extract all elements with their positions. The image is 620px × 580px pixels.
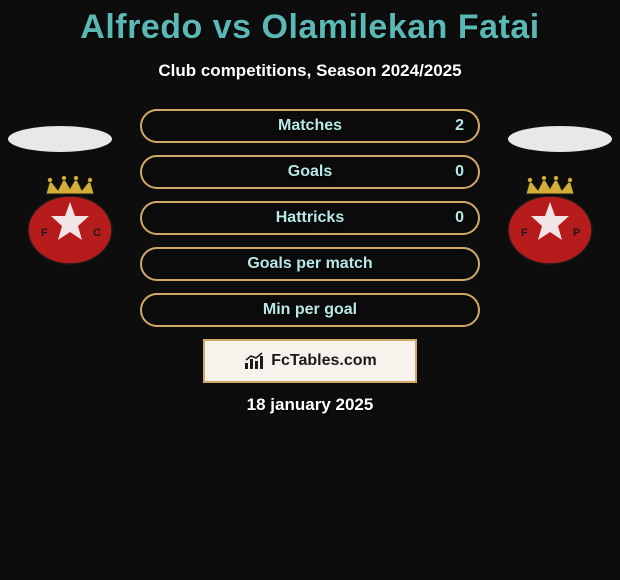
stat-label: Hattricks bbox=[276, 209, 344, 227]
comparison-card: Alfredo vs Olamilekan Fatai Club competi… bbox=[0, 0, 620, 415]
svg-text:C: C bbox=[93, 227, 101, 239]
crown-icon bbox=[40, 176, 100, 194]
crown-icon bbox=[520, 176, 580, 194]
page-title: Alfredo vs Olamilekan Fatai bbox=[0, 8, 620, 47]
page-subtitle: Club competitions, Season 2024/2025 bbox=[0, 61, 620, 81]
svg-text:F: F bbox=[521, 227, 528, 239]
chart-icon bbox=[243, 352, 265, 370]
stat-label: Min per goal bbox=[263, 301, 357, 319]
stat-label: Goals bbox=[288, 163, 332, 181]
club-crest-right: F P bbox=[500, 176, 600, 264]
stat-row-matches: Matches 2 bbox=[140, 109, 480, 143]
source-logo[interactable]: FcTables.com bbox=[203, 339, 417, 383]
shield-icon: F P bbox=[507, 196, 593, 266]
logo-text: FcTables.com bbox=[271, 352, 377, 370]
stat-row-goals: Goals 0 bbox=[140, 155, 480, 189]
stat-label: Goals per match bbox=[247, 255, 372, 273]
stat-value: 2 bbox=[455, 117, 464, 135]
stat-row-min-per-goal: Min per goal bbox=[140, 293, 480, 327]
stat-value: 0 bbox=[455, 163, 464, 181]
stat-label: Matches bbox=[278, 117, 342, 135]
player-placeholder-left bbox=[8, 126, 112, 152]
svg-text:P: P bbox=[573, 227, 580, 239]
stats-list: Matches 2 Goals 0 Hattricks 0 Goals per … bbox=[140, 109, 480, 327]
stat-row-hattricks: Hattricks 0 bbox=[140, 201, 480, 235]
club-crest-left: F C bbox=[20, 176, 120, 264]
stat-value: 0 bbox=[455, 209, 464, 227]
svg-text:F: F bbox=[41, 227, 48, 239]
player-placeholder-right bbox=[508, 126, 612, 152]
stat-row-goals-per-match: Goals per match bbox=[140, 247, 480, 281]
date-text: 18 january 2025 bbox=[0, 395, 620, 415]
shield-icon: F C bbox=[27, 196, 113, 266]
